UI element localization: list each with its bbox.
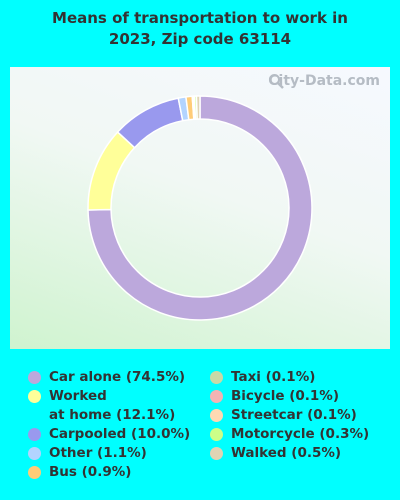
chart-title-line1: Means of transportation to work in xyxy=(52,9,348,27)
legend-label: Bus (0.9%) xyxy=(49,464,132,480)
chart-title: Means of transportation to work in 2023,… xyxy=(0,8,400,50)
watermark-text: City-Data.com xyxy=(268,73,380,89)
legend-item: Other (1.1%) xyxy=(28,444,190,463)
chart-title-line2: 2023, Zip code 63114 xyxy=(108,30,292,48)
legend-item: Bicycle (0.1%) xyxy=(210,387,369,406)
plot-area: City-Data.com xyxy=(10,67,390,349)
donut-slice-walked xyxy=(195,95,201,120)
legend-item: Carpooled (10.0%) xyxy=(28,425,190,444)
legend-label: Carpooled (10.0%) xyxy=(49,426,191,442)
legend-label: Streetcar (0.1%) xyxy=(231,407,357,423)
legend-swatch xyxy=(210,409,223,422)
donut-chart xyxy=(87,95,313,321)
donut-slice-carpooled xyxy=(116,97,184,149)
legend-item: Worked at home (12.1%) xyxy=(28,387,190,425)
legend-label: Other (1.1%) xyxy=(49,445,147,461)
legend-swatch xyxy=(210,390,223,403)
legend-item: Taxi (0.1%) xyxy=(210,368,369,387)
legend-label: Bicycle (0.1%) xyxy=(231,388,339,404)
donut-slice-car-alone xyxy=(87,95,313,321)
legend-swatch xyxy=(28,447,41,460)
legend-right: Taxi (0.1%) Bicycle (0.1%) Streetcar (0.1%… xyxy=(210,368,369,463)
legend-swatch xyxy=(210,428,223,441)
legend-label: Worked at home (12.1%) xyxy=(49,388,176,423)
donut-slice-worked-at-home xyxy=(87,130,136,211)
legend-left: Car alone (74.5%) Worked at home (12.1%) C… xyxy=(28,368,190,482)
legend-swatch xyxy=(210,447,223,460)
legend-label: Walked (0.5%) xyxy=(231,445,342,461)
legend-label: Taxi (0.1%) xyxy=(231,369,316,385)
legend-swatch xyxy=(28,371,41,384)
legend-item: Motorcycle (0.3%) xyxy=(210,425,369,444)
legend-swatch xyxy=(28,428,41,441)
legend-swatch xyxy=(210,371,223,384)
legend-item: Bus (0.9%) xyxy=(28,463,190,482)
legend-swatch xyxy=(28,466,41,479)
watermark: City-Data.com xyxy=(268,73,380,89)
legend-swatch xyxy=(28,390,41,403)
magnifier-icon xyxy=(269,74,285,89)
legend-item: Streetcar (0.1%) xyxy=(210,406,369,425)
legend-label: Motorcycle (0.3%) xyxy=(231,426,370,442)
legend-item: Car alone (74.5%) xyxy=(28,368,190,387)
legend-item: Walked (0.5%) xyxy=(210,444,369,463)
legend-label: Car alone (74.5%) xyxy=(49,369,186,385)
